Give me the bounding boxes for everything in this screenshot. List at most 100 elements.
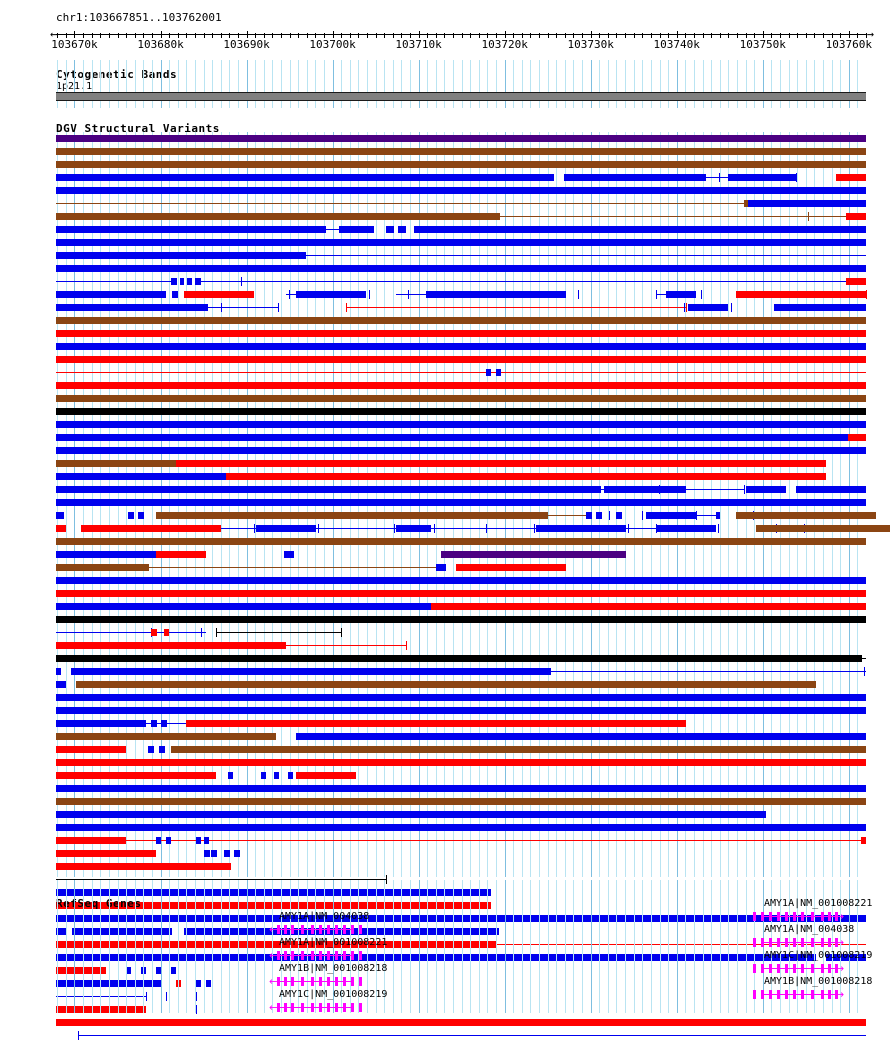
variant-segment[interactable]	[56, 148, 866, 155]
variant-segment[interactable]	[496, 369, 501, 376]
variant-segment[interactable]	[748, 200, 866, 207]
dgv-variant-row[interactable]	[56, 210, 866, 223]
variant-segment[interactable]	[56, 343, 866, 350]
dgv-variant-row[interactable]	[56, 132, 866, 145]
variant-segment[interactable]	[56, 798, 866, 805]
variant-segment[interactable]	[151, 629, 157, 636]
variant-segment[interactable]	[616, 512, 622, 519]
variant-segment[interactable]	[56, 304, 208, 311]
dgv-variant-row[interactable]	[56, 847, 866, 860]
dgv-variant-row[interactable]	[56, 743, 866, 756]
refseq-genes-track[interactable]: AMY1A|NM_004038 ← AMY1A|NM_001008221 ← AMY1B…	[56, 880, 872, 1013]
dgv-variant-row[interactable]	[56, 691, 866, 704]
dgv-variant-row[interactable]	[56, 834, 866, 847]
variant-segment[interactable]	[56, 421, 866, 428]
cytoband-bar[interactable]	[56, 92, 866, 101]
variant-segment[interactable]	[288, 772, 293, 779]
dgv-variants-track[interactable]	[56, 132, 890, 1040]
variant-segment[interactable]	[596, 512, 602, 519]
dgv-variant-row[interactable]	[56, 1016, 866, 1029]
variant-segment[interactable]	[621, 551, 626, 558]
variant-segment[interactable]	[211, 850, 217, 857]
variant-segment[interactable]	[666, 291, 696, 298]
variant-segment[interactable]	[436, 564, 446, 571]
variant-segment[interactable]	[184, 291, 254, 298]
variant-segment[interactable]	[195, 278, 201, 285]
dgv-variant-row[interactable]	[56, 197, 866, 210]
variant-segment[interactable]	[861, 837, 866, 844]
dgv-variant-row[interactable]	[56, 821, 866, 834]
variant-segment[interactable]	[386, 226, 394, 233]
variant-segment[interactable]	[164, 629, 169, 636]
variant-segment[interactable]	[56, 967, 106, 974]
dgv-variant-row[interactable]	[56, 145, 866, 158]
dgv-variant-row[interactable]	[56, 1003, 866, 1016]
dgv-variant-row[interactable]	[56, 379, 866, 392]
variant-segment[interactable]	[156, 837, 161, 844]
dgv-variant-row[interactable]	[56, 717, 866, 730]
dgv-variant-row[interactable]	[56, 301, 866, 314]
variant-segment[interactable]	[56, 434, 848, 441]
variant-segment[interactable]	[744, 200, 748, 207]
variant-segment[interactable]	[846, 213, 866, 220]
variant-segment[interactable]	[171, 278, 177, 285]
variant-segment[interactable]	[76, 681, 816, 688]
variant-segment[interactable]	[224, 850, 230, 857]
variant-segment[interactable]	[836, 174, 866, 181]
variant-segment[interactable]	[56, 733, 136, 740]
variant-segment[interactable]	[56, 928, 66, 935]
variant-segment[interactable]	[56, 590, 866, 597]
dgv-variant-row[interactable]	[56, 431, 866, 444]
variant-segment[interactable]	[56, 473, 226, 480]
dgv-variant-row[interactable]	[56, 444, 866, 457]
refseq-gene[interactable]: AMY1B|NM_001008218 →	[753, 976, 872, 1000]
dgv-variant-row[interactable]	[56, 626, 866, 639]
dgv-variant-row[interactable]	[56, 756, 866, 769]
dgv-variant-row[interactable]	[56, 652, 866, 665]
variant-segment[interactable]	[206, 980, 211, 987]
variant-segment[interactable]	[56, 1006, 146, 1013]
variant-segment[interactable]	[180, 278, 184, 285]
variant-segment[interactable]	[486, 369, 491, 376]
variant-segment[interactable]	[256, 525, 316, 532]
variant-segment[interactable]	[226, 473, 826, 480]
variant-segment[interactable]	[56, 941, 496, 948]
variant-segment[interactable]	[56, 681, 66, 688]
variant-segment[interactable]	[56, 720, 146, 727]
dgv-variant-row[interactable]	[56, 769, 866, 782]
variant-segment[interactable]	[204, 850, 210, 857]
dgv-variant-row[interactable]	[56, 171, 866, 184]
variant-segment[interactable]	[56, 668, 61, 675]
dgv-variant-row[interactable]	[56, 470, 866, 483]
variant-segment[interactable]	[56, 382, 866, 389]
variant-segment[interactable]	[56, 863, 231, 870]
variant-segment[interactable]	[456, 564, 566, 571]
variant-segment[interactable]	[56, 499, 866, 506]
variant-segment[interactable]	[56, 759, 866, 766]
variant-segment[interactable]	[56, 694, 866, 701]
variant-segment[interactable]	[716, 512, 720, 519]
variant-segment[interactable]	[56, 174, 554, 181]
variant-segment[interactable]	[56, 980, 161, 987]
variant-segment[interactable]	[536, 525, 626, 532]
dgv-variant-row[interactable]	[56, 405, 866, 418]
variant-segment[interactable]	[848, 434, 866, 441]
variant-segment[interactable]	[746, 486, 786, 493]
variant-segment[interactable]	[161, 720, 167, 727]
variant-segment[interactable]	[284, 551, 294, 558]
variant-segment[interactable]	[796, 486, 866, 493]
refseq-gene[interactable]: AMY1C|NM_001008219 →	[753, 950, 872, 974]
variant-segment[interactable]	[72, 928, 172, 935]
dgv-variant-row[interactable]	[56, 327, 866, 340]
variant-segment[interactable]	[736, 512, 876, 519]
variant-segment[interactable]	[56, 616, 866, 623]
variant-segment[interactable]	[148, 746, 154, 753]
variant-segment[interactable]	[688, 304, 728, 311]
dgv-variant-row[interactable]	[56, 353, 866, 366]
variant-segment[interactable]	[56, 824, 866, 831]
variant-segment[interactable]	[56, 850, 156, 857]
variant-segment[interactable]	[128, 512, 134, 519]
variant-segment[interactable]	[274, 772, 279, 779]
variant-segment[interactable]	[296, 772, 356, 779]
dgv-variant-row[interactable]	[56, 496, 866, 509]
